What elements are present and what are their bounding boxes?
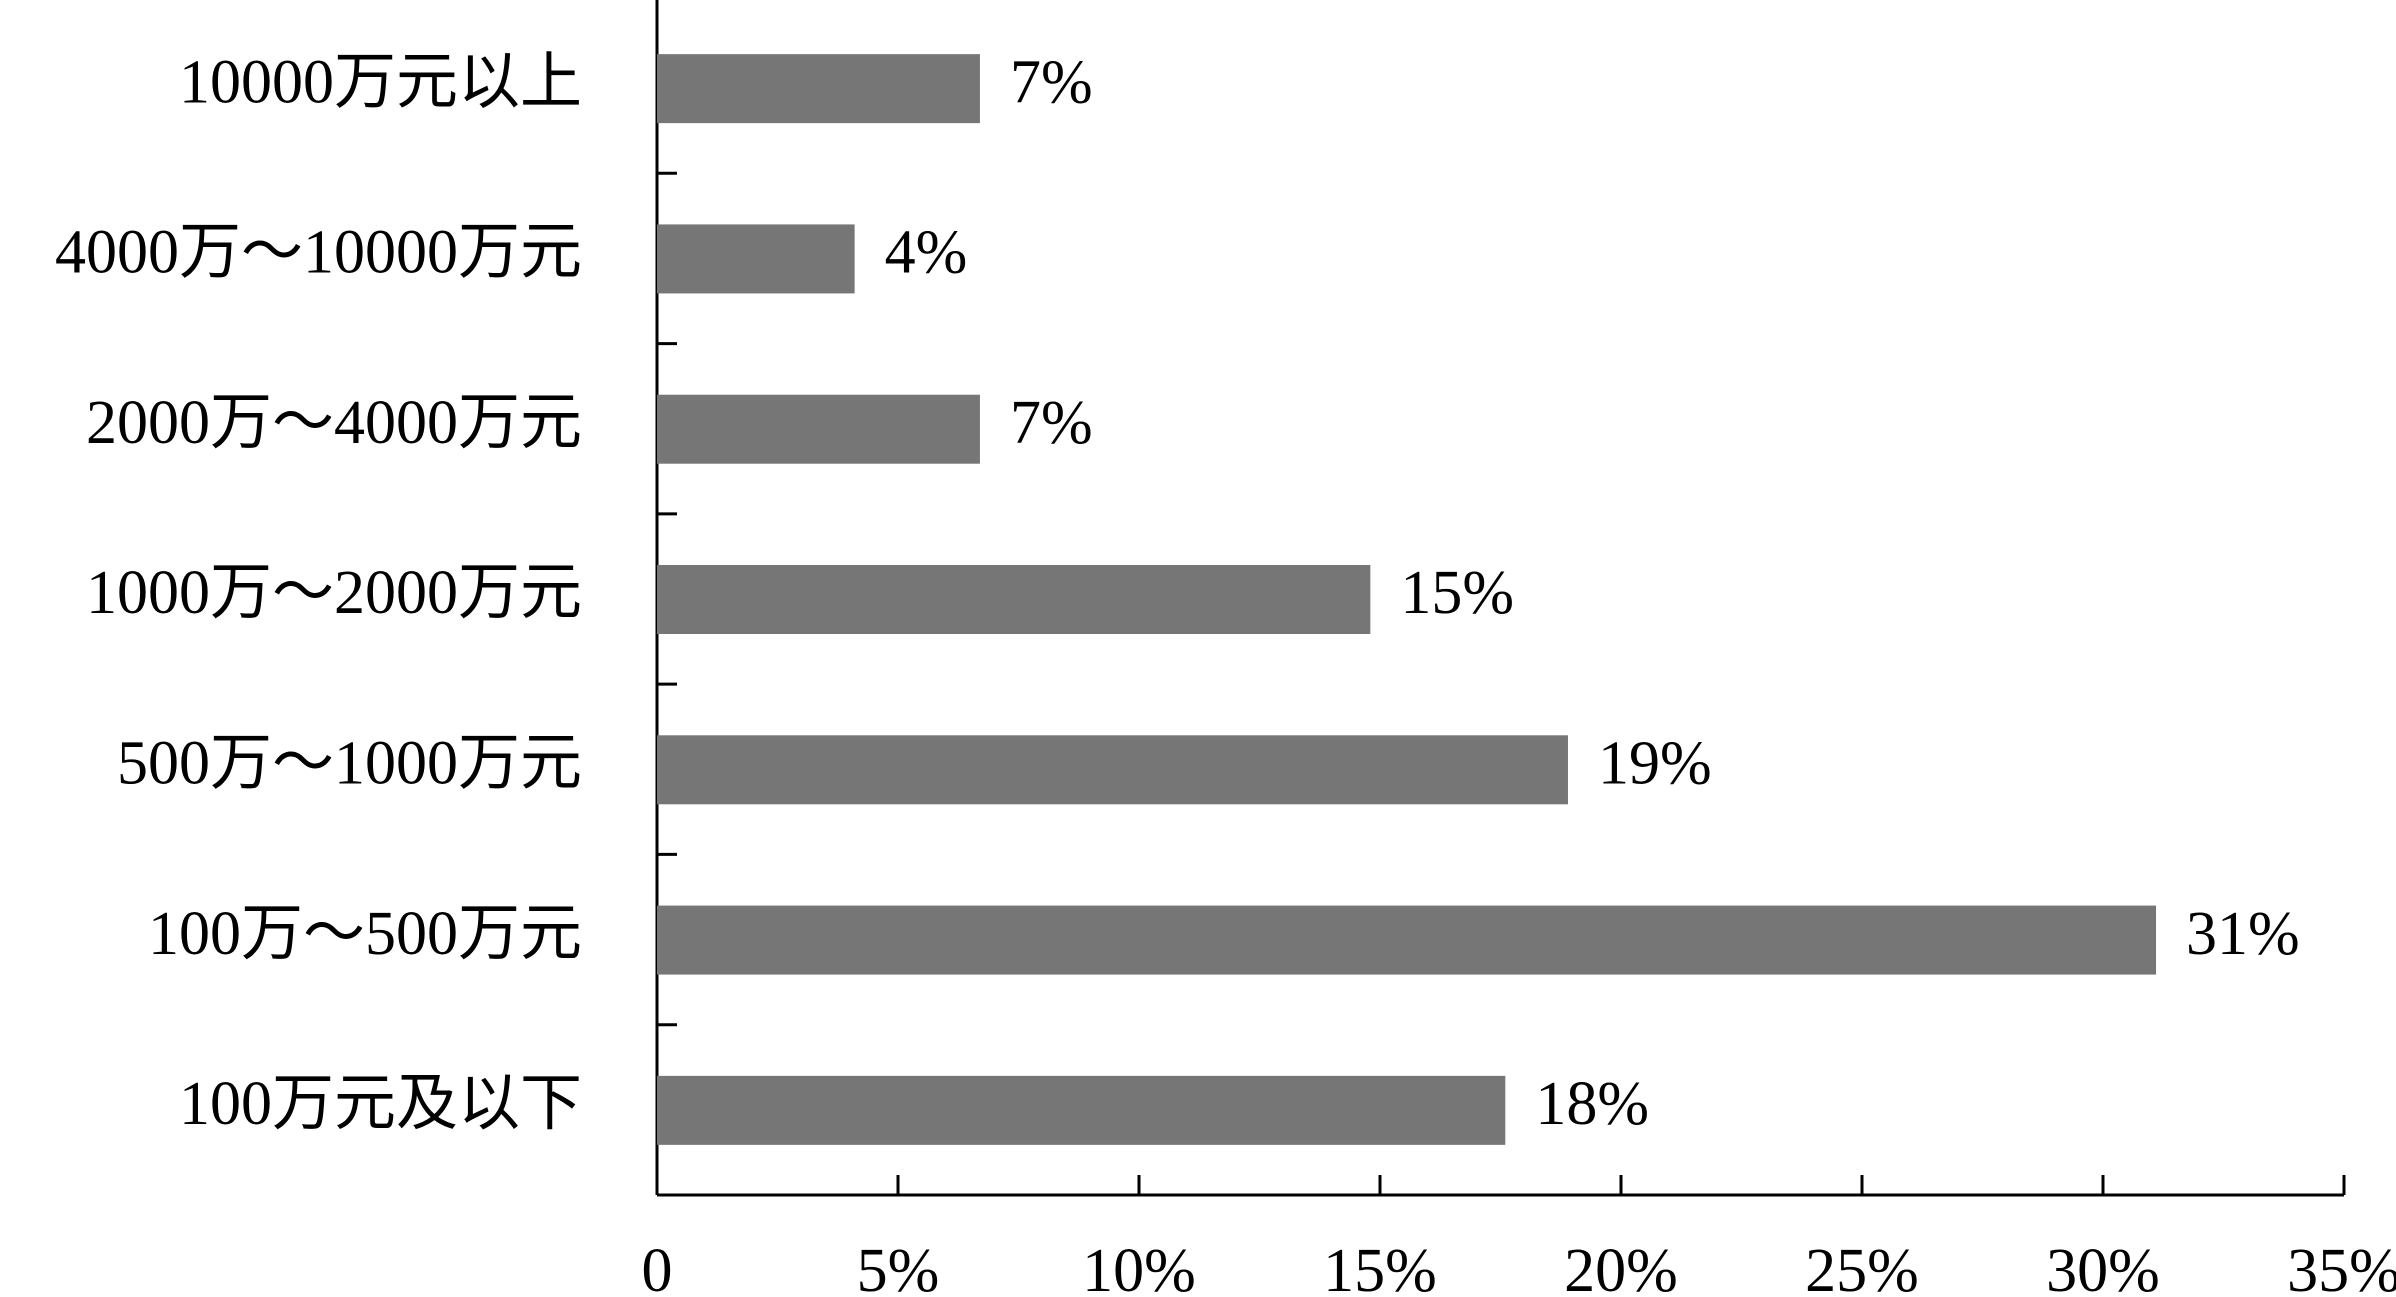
x-tick-label: 5% [857,1237,940,1297]
y-tick-label: 4000万～10000万元 [55,219,582,287]
bar [657,735,1568,805]
y-tick-label: 10000万元以上 [179,48,582,116]
value-label: 18% [1535,1070,1649,1138]
x-tick-label: 30% [2046,1237,2160,1297]
x-tick-label: 10% [1082,1237,1196,1297]
value-label: 31% [2186,900,2300,968]
bar [657,224,855,294]
x-tick-label: 0 [642,1237,673,1297]
x-tick-label: 35% [2287,1237,2396,1297]
bar [657,565,1371,634]
y-tick-label: 100万元及以下 [179,1070,582,1138]
bar [657,1075,1506,1145]
value-label: 7% [1010,48,1093,116]
value-label: 7% [1010,389,1093,457]
value-label: 19% [1598,730,1712,798]
y-tick-label: 500万～1000万元 [117,730,582,798]
x-tick-label: 20% [1564,1237,1678,1297]
bar [657,54,980,124]
x-tick-label: 25% [1805,1237,1919,1297]
y-tick-label: 1000万～2000万元 [86,559,582,627]
x-tick-label: 15% [1323,1237,1437,1297]
bar [657,905,2157,975]
value-label: 15% [1400,559,1514,627]
y-tick-label: 2000万～4000万元 [86,389,582,457]
value-label: 4% [885,219,968,287]
y-tick-label: 100万～500万元 [148,900,582,968]
bar [657,394,980,464]
